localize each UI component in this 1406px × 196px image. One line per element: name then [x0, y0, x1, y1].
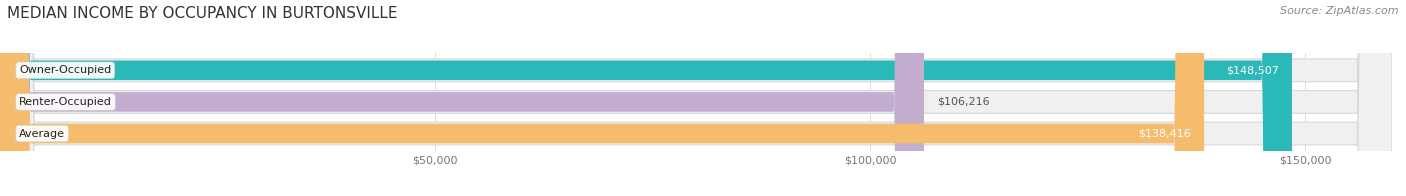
Text: Owner-Occupied: Owner-Occupied	[20, 65, 111, 75]
FancyBboxPatch shape	[0, 0, 924, 196]
Text: Renter-Occupied: Renter-Occupied	[20, 97, 112, 107]
Text: $138,416: $138,416	[1139, 129, 1191, 139]
Text: $148,507: $148,507	[1226, 65, 1279, 75]
FancyBboxPatch shape	[0, 0, 1292, 196]
Text: Average: Average	[20, 129, 65, 139]
Text: MEDIAN INCOME BY OCCUPANCY IN BURTONSVILLE: MEDIAN INCOME BY OCCUPANCY IN BURTONSVIL…	[7, 6, 398, 21]
Text: $106,216: $106,216	[936, 97, 990, 107]
FancyBboxPatch shape	[0, 0, 1204, 196]
Text: Source: ZipAtlas.com: Source: ZipAtlas.com	[1281, 6, 1399, 16]
